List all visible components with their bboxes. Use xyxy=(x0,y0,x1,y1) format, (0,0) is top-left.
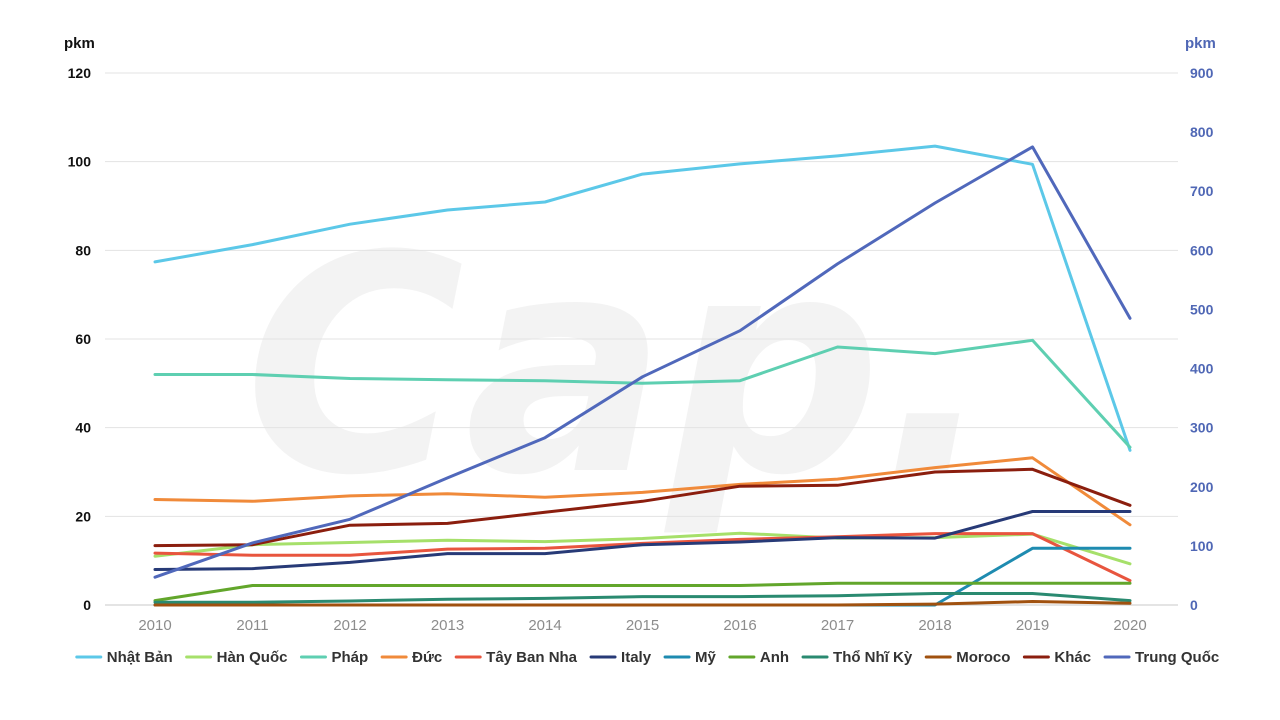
left-tick-label: 80 xyxy=(75,242,91,258)
x-tick-label: 2020 xyxy=(1113,617,1146,634)
x-tick-label: 2012 xyxy=(333,617,366,634)
x-tick-label: 2013 xyxy=(431,617,464,634)
left-tick-label: 20 xyxy=(75,508,91,524)
left-axis: 0 20 40 60 80 100 120 xyxy=(68,65,92,613)
legend-item: Moroco xyxy=(924,649,1010,666)
series-line xyxy=(153,456,1132,527)
left-tick-label: 120 xyxy=(68,65,92,81)
legend-label: Hàn Quốc xyxy=(217,649,288,666)
right-tick-label: 700 xyxy=(1190,183,1214,199)
legend-item: Mỹ xyxy=(663,649,717,666)
legend: Nhật Bản Hàn Quốc Pháp Đức Tây Ban Nha Italy M… xyxy=(75,649,1219,666)
x-tick-label: 2019 xyxy=(1016,617,1049,634)
left-tick-label: 0 xyxy=(83,597,91,613)
legend-label: Pháp xyxy=(331,649,368,666)
x-tick-label: 2016 xyxy=(723,617,756,634)
right-axis: 0 100 200 300 400 500 600 700 800 900 xyxy=(1190,65,1214,613)
right-axis-unit: pkm xyxy=(1185,35,1216,52)
grid-lines xyxy=(105,72,1178,606)
series-line xyxy=(153,467,1132,548)
x-tick-label: 2011 xyxy=(236,617,268,634)
legend-label: Nhật Bản xyxy=(107,649,173,666)
x-tick-label: 2014 xyxy=(528,617,561,634)
legend-item: Trung Quốc xyxy=(1103,649,1219,666)
right-tick-label: 800 xyxy=(1190,124,1214,140)
right-tick-label: 400 xyxy=(1190,361,1214,377)
x-axis: 2010 2011 2012 2013 2014 2015 2016 2017 2018 2019… xyxy=(138,617,1146,634)
legend-item: Pháp xyxy=(299,649,368,666)
right-tick-label: 200 xyxy=(1190,479,1214,495)
legend-label: Anh xyxy=(760,649,789,666)
legend-label: Italy xyxy=(621,649,652,666)
right-tick-label: 600 xyxy=(1190,242,1214,258)
series-lines xyxy=(153,144,1132,607)
series-line xyxy=(153,145,1132,579)
left-tick-label: 40 xyxy=(75,420,91,436)
legend-item: Anh xyxy=(728,649,789,666)
left-tick-label: 100 xyxy=(68,154,92,170)
series-line xyxy=(153,338,1132,449)
right-tick-label: 500 xyxy=(1190,301,1214,317)
legend-label: Đức xyxy=(412,649,442,666)
legend-item: Đức xyxy=(380,649,442,666)
x-tick-label: 2010 xyxy=(138,617,171,634)
watermark: Cap. xyxy=(244,192,995,541)
legend-label: Mỹ xyxy=(695,649,716,666)
legend-item: Italy xyxy=(589,649,652,666)
legend-label: Thổ Nhĩ Kỳ xyxy=(833,649,913,666)
legend-item: Khác xyxy=(1022,649,1091,666)
series-line xyxy=(153,510,1132,571)
series-line xyxy=(153,592,1132,604)
series-line xyxy=(153,531,1132,566)
series-line xyxy=(153,581,1132,603)
right-tick-label: 0 xyxy=(1190,597,1198,613)
legend-item: Nhật Bản xyxy=(75,649,173,666)
right-tick-label: 300 xyxy=(1190,420,1214,436)
series-line xyxy=(153,144,1132,452)
right-tick-label: 900 xyxy=(1190,65,1214,81)
legend-item: Tây Ban Nha xyxy=(454,649,578,666)
x-tick-label: 2017 xyxy=(821,617,854,634)
x-tick-label: 2015 xyxy=(626,617,659,634)
legend-label: Tây Ban Nha xyxy=(486,649,578,666)
legend-item: Hàn Quốc xyxy=(185,649,288,666)
legend-label: Trung Quốc xyxy=(1135,649,1219,666)
left-tick-label: 60 xyxy=(75,331,91,347)
x-tick-label: 2018 xyxy=(918,617,951,634)
legend-label: Moroco xyxy=(956,649,1010,666)
legend-label: Khác xyxy=(1054,649,1091,666)
series-line xyxy=(153,600,1132,607)
right-tick-label: 100 xyxy=(1190,538,1214,554)
legend-item: Thổ Nhĩ Kỳ xyxy=(801,649,913,666)
left-axis-unit: pkm xyxy=(64,35,95,52)
